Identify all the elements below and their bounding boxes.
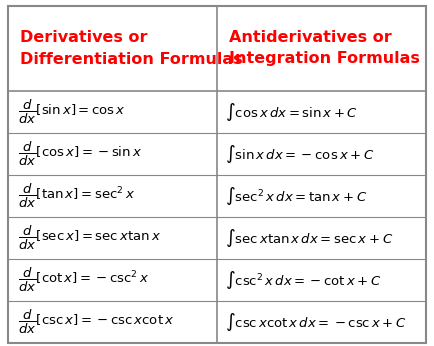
Text: $\int \sin x\,dx = -\cos x + C$: $\int \sin x\,dx = -\cos x + C$ [225,143,375,165]
Text: $\dfrac{d}{dx}\left[\sec x\right] = \sec x\tan x$: $\dfrac{d}{dx}\left[\sec x\right] = \sec… [18,224,161,252]
Text: $\dfrac{d}{dx}\left[\sin x\right] = \cos x$: $\dfrac{d}{dx}\left[\sin x\right] = \cos… [18,98,126,126]
Text: $\int \sec^2 x\,dx = \tan x + C$: $\int \sec^2 x\,dx = \tan x + C$ [225,185,367,207]
Text: $\int \sec x\tan x\,dx = \sec x + C$: $\int \sec x\tan x\,dx = \sec x + C$ [225,227,393,249]
Text: $\dfrac{d}{dx}\left[\cot x\right] = -\csc^2 x$: $\dfrac{d}{dx}\left[\cot x\right] = -\cs… [18,266,149,294]
Text: $\int \csc x\cot x\,dx = -\csc x + C$: $\int \csc x\cot x\,dx = -\csc x + C$ [225,311,407,333]
Text: Antiderivatives or
Integration Formulas: Antiderivatives or Integration Formulas [229,30,420,66]
Text: Derivatives or
Differentiation Formulas: Derivatives or Differentiation Formulas [20,30,243,66]
Text: $\dfrac{d}{dx}\left[\tan x\right] = \sec^2 x$: $\dfrac{d}{dx}\left[\tan x\right] = \sec… [18,182,135,210]
Text: $\dfrac{d}{dx}\left[\csc x\right] = -\csc x\cot x$: $\dfrac{d}{dx}\left[\csc x\right] = -\cs… [18,308,174,336]
Text: $\int \csc^2 x\,dx = -\cot x + C$: $\int \csc^2 x\,dx = -\cot x + C$ [225,269,381,291]
Text: $\dfrac{d}{dx}\left[\cos x\right] = -\sin x$: $\dfrac{d}{dx}\left[\cos x\right] = -\si… [18,140,142,168]
Text: $\int \cos x\,dx = \sin x + C$: $\int \cos x\,dx = \sin x + C$ [225,101,358,123]
